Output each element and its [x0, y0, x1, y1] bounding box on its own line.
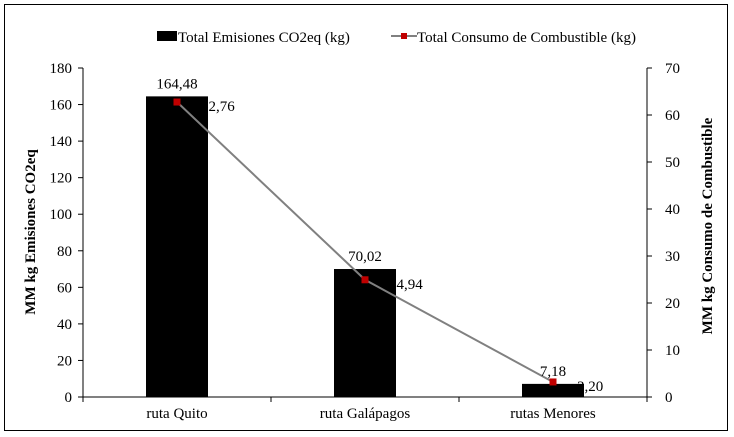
- x-tick-label: ruta Quito: [146, 406, 207, 422]
- y2-tick-label: 60: [665, 108, 680, 124]
- bar: [522, 383, 584, 397]
- x-tick-label: rutas Menores: [510, 406, 596, 422]
- y-tick-label: 140: [50, 134, 73, 150]
- y2-axis-title: MM kg Consumo de Combustible: [700, 117, 716, 334]
- legend-line-marker: [401, 33, 407, 39]
- bar-data-label: 7,18: [540, 364, 566, 380]
- y-tick-label: 60: [57, 280, 72, 296]
- y2-tick-label: 50: [665, 155, 680, 171]
- legend-line-label: Total Consumo de Combustible (kg): [417, 30, 636, 46]
- bar-data-label: 70,02: [348, 249, 382, 265]
- bar-data-label: 164,48: [156, 76, 197, 92]
- legend-bar-label: Total Emisiones CO2eq (kg): [178, 30, 350, 46]
- y-tick-label: 80: [57, 244, 72, 260]
- line-series: [173, 98, 557, 386]
- y-tick-label: 120: [50, 171, 73, 187]
- line-point: [361, 276, 369, 284]
- y-axis-title: MM kg Emisiones CO2eq: [23, 149, 39, 315]
- y-tick-label: 20: [57, 353, 72, 369]
- y-tick-label: 180: [50, 61, 73, 77]
- axes: 0 20 40 60 80 100 120 140 160 180 0 10 20 30 40 50 60 70 r…: [50, 61, 681, 422]
- y2-tick-label: 30: [665, 249, 680, 265]
- legend: Total Emisiones CO2eq (kg) Total Consumo…: [157, 30, 636, 46]
- y2-tick-label: 0: [665, 390, 673, 406]
- bars: [146, 96, 584, 397]
- x-tick-label: ruta Galápagos: [320, 406, 411, 422]
- bar: [146, 96, 208, 397]
- line-point: [549, 378, 557, 386]
- bar: [334, 269, 396, 397]
- y-tick-label: 160: [50, 98, 73, 114]
- line-data-label: 3,20: [577, 379, 603, 395]
- y-tick-label: 40: [57, 317, 72, 333]
- y2-tick-label: 10: [665, 343, 680, 359]
- y-tick-label: 0: [65, 390, 73, 406]
- y2-tick-label: 70: [665, 61, 680, 77]
- legend-bar-swatch: [157, 31, 177, 41]
- y-tick-label: 100: [50, 207, 73, 223]
- line-data-label: 24,94: [389, 277, 423, 293]
- y2-tick-label: 20: [665, 296, 680, 312]
- y2-tick-label: 40: [665, 202, 680, 218]
- line-point: [173, 98, 181, 106]
- data-labels: 164,48 70,02 7,18 62,76 24,94 3,20: [156, 76, 603, 395]
- line-data-label: 62,76: [201, 99, 235, 115]
